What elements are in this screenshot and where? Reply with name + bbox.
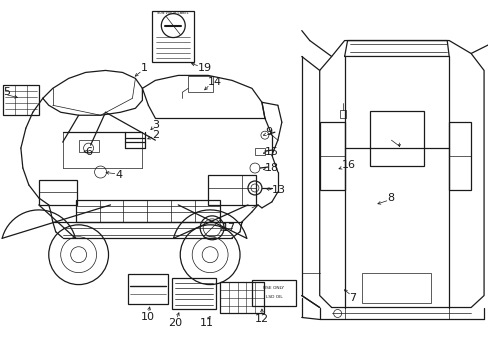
- Text: 12: 12: [254, 314, 268, 324]
- Text: 18: 18: [264, 163, 279, 173]
- Text: 19: 19: [198, 63, 212, 73]
- Bar: [39, 180, 77, 205]
- Bar: [361, 273, 430, 302]
- Bar: [339, 110, 345, 118]
- Bar: [319, 122, 344, 190]
- Text: 11: 11: [200, 319, 214, 328]
- Text: 8: 8: [386, 193, 394, 203]
- Text: 17: 17: [222, 223, 236, 233]
- Bar: [251, 280, 295, 306]
- Bar: [3, 85, 39, 115]
- Text: 14: 14: [208, 77, 222, 87]
- Text: 1: 1: [140, 63, 147, 73]
- Text: 10: 10: [140, 312, 154, 323]
- Bar: [188, 76, 213, 92]
- Bar: [128, 274, 168, 303]
- Bar: [208, 175, 255, 205]
- Text: 13: 13: [271, 185, 285, 195]
- Bar: [220, 282, 264, 314]
- Text: 6: 6: [85, 147, 92, 157]
- Bar: [448, 122, 470, 190]
- Bar: [172, 278, 216, 310]
- Bar: [369, 111, 424, 166]
- Text: USE ONLY: USE ONLY: [263, 285, 284, 289]
- Text: 15: 15: [264, 147, 278, 157]
- Text: 7: 7: [349, 293, 356, 302]
- Text: 5: 5: [3, 87, 10, 97]
- Text: 3: 3: [152, 120, 159, 130]
- Text: SUN VISOR LABEL: SUN VISOR LABEL: [157, 11, 189, 15]
- Text: 9: 9: [264, 127, 271, 137]
- Bar: [152, 11, 194, 62]
- Text: 20: 20: [168, 319, 182, 328]
- Text: LSD OIL: LSD OIL: [265, 294, 282, 298]
- Bar: [79, 140, 99, 152]
- Text: 4: 4: [115, 170, 122, 180]
- Text: 2: 2: [152, 130, 159, 140]
- Text: 16: 16: [341, 160, 355, 170]
- Bar: [254, 148, 264, 155]
- Bar: [76, 200, 220, 222]
